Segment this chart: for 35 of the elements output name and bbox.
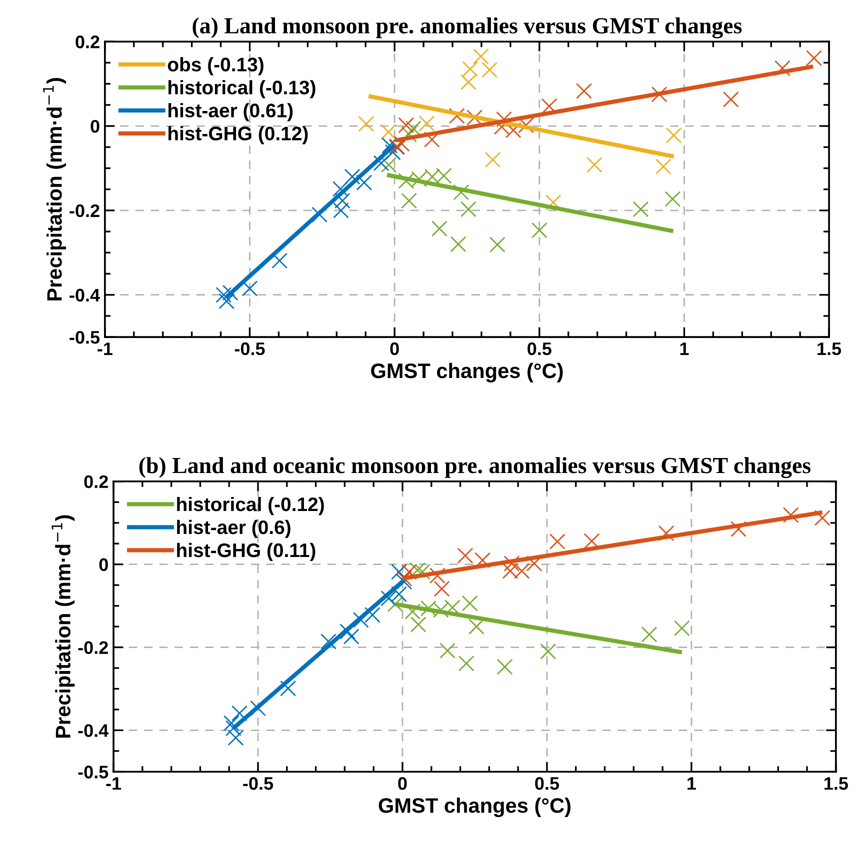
x-tick-label: 0.5 — [528, 342, 552, 356]
x-tick-label: -0.5 — [243, 777, 274, 790]
x-tick-label: 1 — [688, 777, 696, 790]
y-axis-title: Precipitation (mm·d$^{−1}$) — [43, 78, 66, 300]
y-tick-label: -0.2 — [78, 641, 108, 654]
chart-title: (a) Land monsoon pre. anomalies versus GMST changes — [192, 17, 742, 38]
y-tick-label: 0.2 — [76, 36, 100, 48]
legend-label: hist-GHG (0.11) — [177, 542, 316, 562]
chart-title: (b) Land and oceanic monsoon pre. anomalies versus GMST changes — [139, 457, 811, 478]
legend-label: historical (-0.13) — [168, 80, 316, 98]
x-axis-title: GMST changes (°C) — [371, 362, 563, 382]
legend-label: historical (-0.12) — [177, 496, 324, 516]
y-tick-label: -0.4 — [70, 288, 100, 302]
x-tick-label: -1 — [106, 777, 122, 790]
x-tick-label: 0.5 — [535, 777, 560, 790]
x-tick-label: -0.5 — [234, 342, 265, 356]
y-tick-label: 0.2 — [84, 475, 108, 488]
x-tick-label: 1.5 — [824, 777, 848, 790]
y-tick-label: 0 — [90, 120, 100, 133]
legend-label: hist-aer (0.61) — [168, 103, 293, 122]
y-axis-title: Precipitation (mm·d$^{−1}$) — [52, 515, 75, 738]
legend-label: obs (-0.13) — [168, 57, 264, 76]
x-tick-label: 0 — [390, 342, 399, 356]
x-tick-label: -1 — [98, 342, 112, 355]
legend-label: hist-aer (0.6) — [177, 520, 290, 538]
x-tick-label: 0 — [398, 777, 407, 790]
y-tick-label: 0 — [99, 558, 108, 572]
legend-label: hist-GHG (0.12) — [168, 126, 308, 144]
x-tick-label: 1.5 — [818, 342, 842, 356]
y-tick-label: -0.2 — [70, 204, 100, 218]
y-tick-label: -0.5 — [78, 766, 108, 778]
y-tick-label: -0.4 — [78, 724, 109, 737]
y-tick-label: -0.5 — [70, 330, 100, 344]
x-tick-label: 1 — [680, 342, 689, 355]
x-axis-title: GMST changes (°C) — [378, 798, 570, 818]
